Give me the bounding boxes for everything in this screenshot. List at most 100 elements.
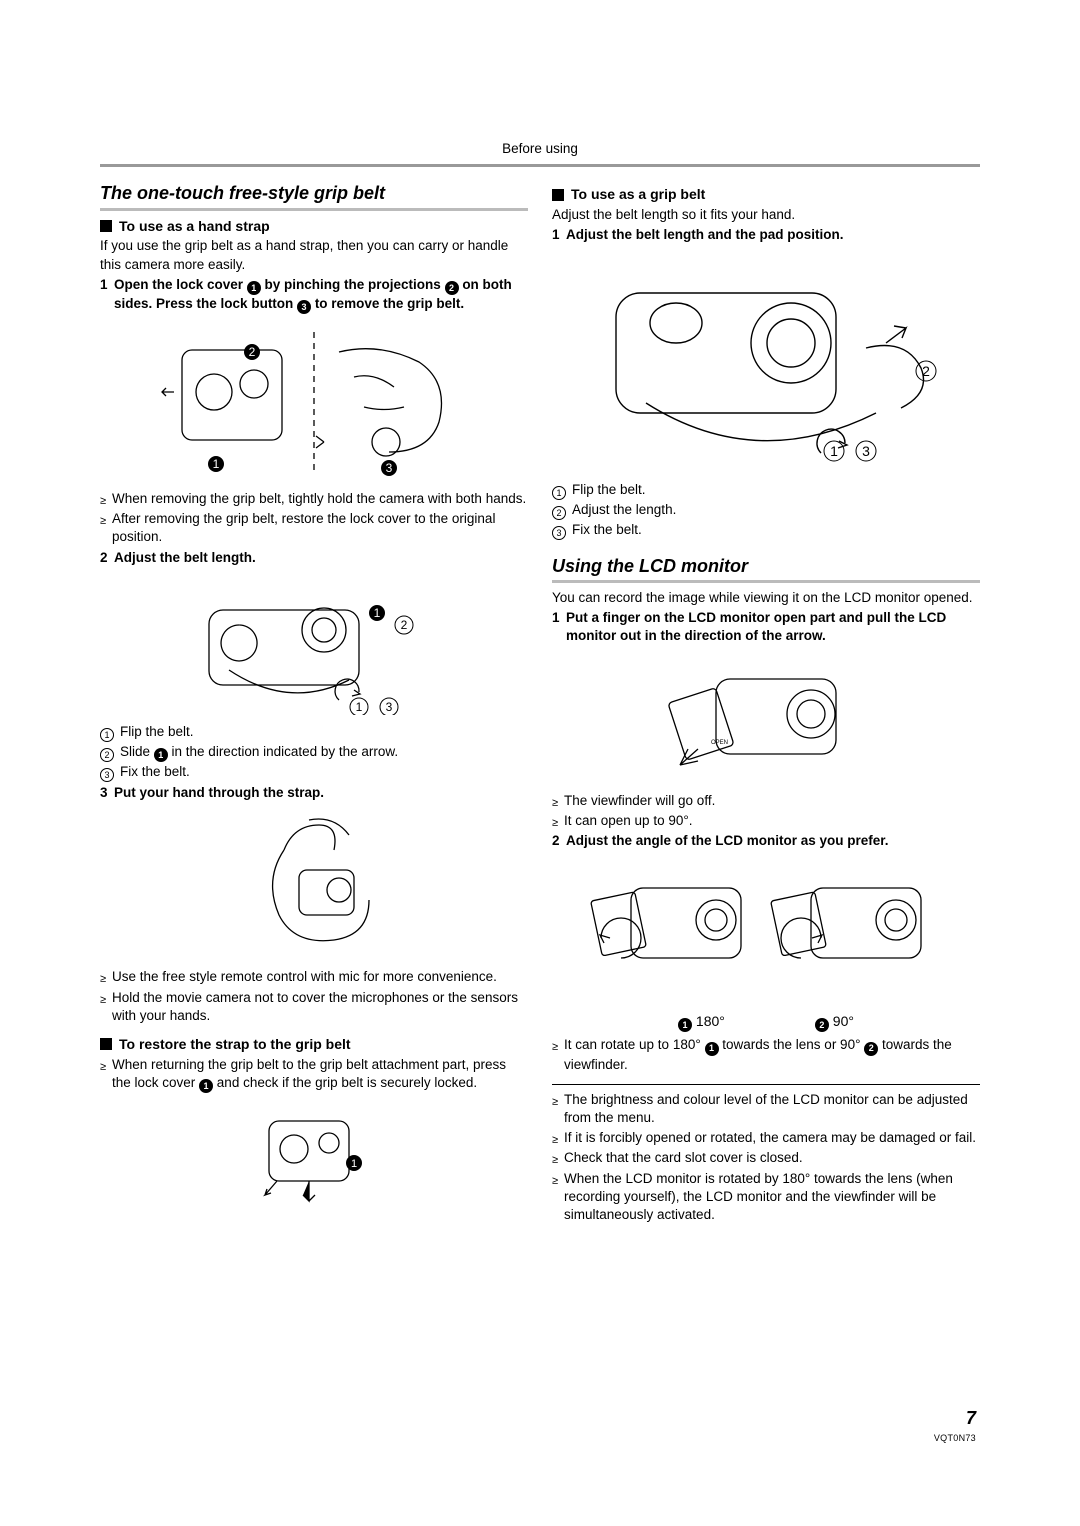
ref-icon: 1: [705, 1042, 719, 1056]
angle-2: 2 90°: [815, 1012, 854, 1032]
svg-text:3: 3: [386, 700, 393, 714]
circled-step: 1 Flip the belt.: [100, 723, 528, 742]
subhead-text: To restore the strap to the grip belt: [119, 1035, 351, 1054]
bullet-icon: [552, 1149, 564, 1167]
bullet-item: The brightness and colour level of the L…: [552, 1091, 980, 1127]
bullet-text: The brightness and colour level of the L…: [564, 1091, 980, 1127]
step-1: 1 Open the lock cover 1 by pinching the …: [100, 276, 528, 314]
bullet-text: When removing the grip belt, tightly hol…: [112, 490, 528, 508]
bullet-text: Check that the card slot cover is closed…: [564, 1149, 980, 1167]
ref-icon: 1: [247, 281, 261, 295]
section-header: Before using: [100, 140, 980, 158]
bullet-item: After removing the grip belt, restore th…: [100, 510, 528, 546]
svg-text:2: 2: [922, 363, 930, 379]
divider-section: [552, 580, 980, 583]
circled-step: 2 Slide 1 in the direction indicated by …: [100, 743, 528, 762]
bullet-text: After removing the grip belt, restore th…: [112, 510, 528, 546]
circled-step: 1 Flip the belt.: [552, 481, 980, 500]
bullet-icon: [552, 792, 564, 810]
step-number: 2: [552, 832, 566, 850]
intro-text: If you use the grip belt as a hand strap…: [100, 237, 528, 273]
angle-labels: 1 180° 2 90°: [552, 1012, 980, 1032]
bullet-icon: [100, 968, 112, 986]
divider-top: [100, 164, 980, 167]
circled-text: Fix the belt.: [120, 763, 528, 782]
svg-text:OPEN: OPEN: [711, 740, 728, 746]
step-number: 3: [100, 784, 114, 802]
step-2: 2 Adjust the belt length.: [100, 549, 528, 567]
step-text: Adjust the belt length and the pad posit…: [566, 226, 980, 244]
manual-page: Before using The one-touch free-style gr…: [0, 0, 1080, 1526]
bullet-icon: [100, 490, 112, 508]
step-number: 2: [100, 549, 114, 567]
circled-num: 1: [552, 481, 572, 500]
figure-adjust-belt: 1 2 1 3: [194, 575, 434, 715]
bullet-text: Hold the movie camera not to cover the m…: [112, 989, 528, 1025]
step-text: Adjust the angle of the LCD monitor as y…: [566, 832, 980, 850]
step-text: Adjust the belt length.: [114, 549, 528, 567]
page-footer: 7 VQT0N73: [934, 1406, 976, 1444]
bullet-item: The viewfinder will go off.: [552, 792, 980, 810]
ref-icon: 1: [678, 1018, 692, 1032]
svg-text:1: 1: [830, 443, 838, 459]
intro-text: Adjust the belt length so it fits your h…: [552, 206, 980, 224]
bullet-item: It can open up to 90°.: [552, 812, 980, 830]
angle-1: 1 180°: [678, 1012, 725, 1032]
square-bullet-icon: [100, 1038, 112, 1050]
bullet-icon: [552, 1091, 564, 1127]
left-column: The one-touch free-style grip belt To us…: [100, 181, 528, 1224]
bullet-text: It can open up to 90°.: [564, 812, 980, 830]
step-1: 1 Adjust the belt length and the pad pos…: [552, 226, 980, 244]
page-number: 7: [934, 1406, 976, 1430]
step-3: 3 Put your hand through the strap.: [100, 784, 528, 802]
section-title-grip-belt: The one-touch free-style grip belt: [100, 181, 528, 205]
circled-num: 3: [100, 763, 120, 782]
bullet-item: Hold the movie camera not to cover the m…: [100, 989, 528, 1025]
step-1: 1 Put a finger on the LCD monitor open p…: [552, 609, 980, 645]
circled-step: 3 Fix the belt.: [100, 763, 528, 782]
bullet-icon: [100, 1056, 112, 1093]
bullet-text: If it is forcibly opened or rotated, the…: [564, 1129, 980, 1147]
circled-step: 3 Fix the belt.: [552, 521, 980, 540]
subhead-grip-belt: To use as a grip belt: [552, 185, 980, 204]
subhead-text: To use as a hand strap: [119, 217, 270, 236]
circled-num: 1: [100, 723, 120, 742]
svg-text:1: 1: [374, 606, 381, 620]
svg-text:1: 1: [356, 700, 363, 714]
figure-hand-strap: [229, 810, 399, 960]
bullet-item: It can rotate up to 180° 1 towards the l…: [552, 1036, 980, 1073]
bullet-icon: [552, 812, 564, 830]
svg-text:1: 1: [213, 457, 220, 471]
bullet-item: Use the free style remote control with m…: [100, 968, 528, 986]
bullet-item: If it is forcibly opened or rotated, the…: [552, 1129, 980, 1147]
bullet-icon: [100, 510, 112, 546]
right-column: To use as a grip belt Adjust the belt le…: [552, 181, 980, 1224]
bullet-icon: [552, 1170, 564, 1225]
ref-icon: 3: [297, 300, 311, 314]
circled-text: Flip the belt.: [572, 481, 980, 500]
svg-text:2: 2: [249, 345, 256, 359]
divider-section: [100, 208, 528, 211]
circled-text: Adjust the length.: [572, 501, 980, 520]
step-number: 1: [100, 276, 114, 314]
figure-lock-cover: 2 1 3: [154, 322, 474, 482]
circled-num: 2: [100, 743, 120, 762]
square-bullet-icon: [100, 220, 112, 232]
svg-text:1: 1: [351, 1158, 357, 1170]
bullet-text: When the LCD monitor is rotated by 180° …: [564, 1170, 980, 1225]
bullet-item: When removing the grip belt, tightly hol…: [100, 490, 528, 508]
step-text: Put a finger on the LCD monitor open par…: [566, 609, 980, 645]
subhead-restore-strap: To restore the strap to the grip belt: [100, 1035, 528, 1054]
step-text: Put your hand through the strap.: [114, 784, 528, 802]
section-title-lcd: Using the LCD monitor: [552, 554, 980, 578]
ref-icon: 2: [815, 1018, 829, 1032]
document-code: VQT0N73: [934, 1432, 976, 1444]
figure-lcd-angle: [586, 858, 946, 1008]
ref-icon: 2: [864, 1042, 878, 1056]
divider-thin: [552, 1084, 980, 1085]
bullet-item: When the LCD monitor is rotated by 180° …: [552, 1170, 980, 1225]
step-2: 2 Adjust the angle of the LCD monitor as…: [552, 832, 980, 850]
circled-text: Flip the belt.: [120, 723, 528, 742]
figure-grip-belt-adjust: 2 1 3: [586, 253, 946, 473]
svg-text:3: 3: [862, 443, 870, 459]
